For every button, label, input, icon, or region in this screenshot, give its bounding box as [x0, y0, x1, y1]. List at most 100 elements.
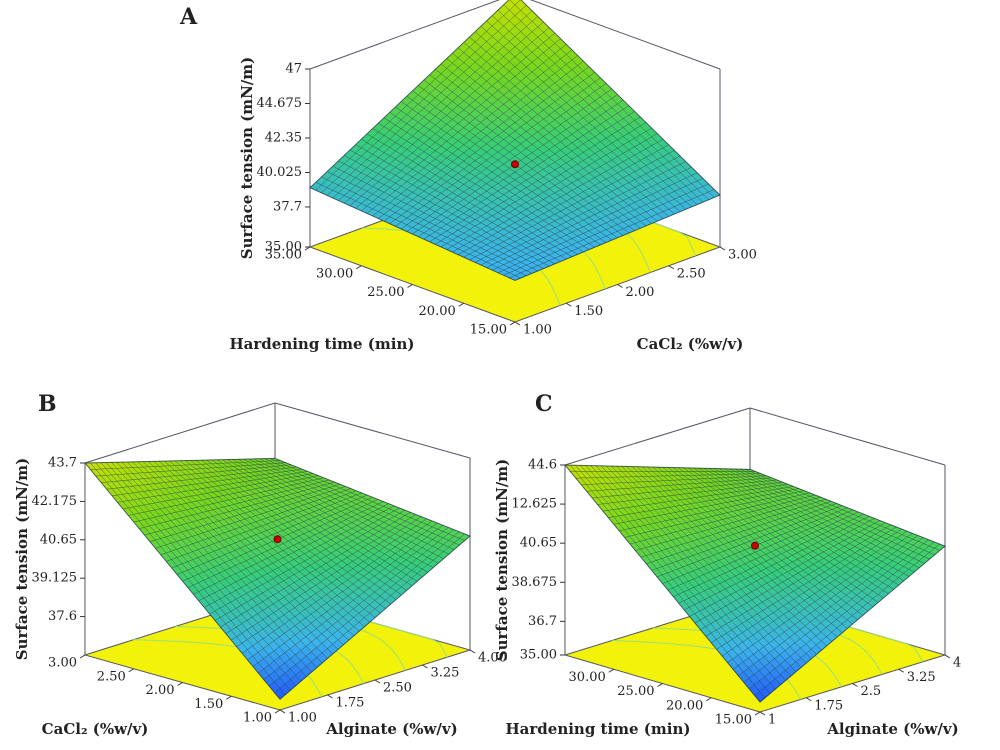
- box-edge: [84, 402, 276, 464]
- x-tick-label: 1.50: [194, 697, 223, 712]
- y-tick-label: 1.00: [523, 323, 552, 338]
- x-tick: [79, 654, 86, 659]
- x-tick: [274, 709, 281, 714]
- x-tick-label: 2.00: [146, 683, 175, 698]
- surface: [564, 464, 946, 703]
- y-tick: [852, 683, 858, 687]
- y-tick: [374, 679, 381, 684]
- z-tick-label: 44.6: [528, 458, 557, 473]
- x-tick: [225, 695, 232, 700]
- surface: [84, 458, 471, 700]
- y-tick-label: 1.75: [336, 696, 365, 711]
- surface: [309, 0, 721, 281]
- z-tick-label: 42.35: [265, 130, 302, 145]
- z-tick-label: 12.625: [512, 497, 558, 512]
- x-tick: [458, 302, 465, 307]
- x-tick: [177, 682, 183, 686]
- z-tick-label: 38.675: [512, 575, 558, 590]
- x-tick: [355, 265, 362, 270]
- box-edge: [529, 0, 721, 70]
- x-tick: [657, 683, 663, 687]
- z-tick-label: 42.175: [32, 494, 78, 509]
- y-tick-label: 3.25: [907, 670, 936, 685]
- y-tick: [898, 668, 905, 673]
- panel-label: C: [535, 391, 553, 417]
- y-tick-label: 1.00: [288, 711, 317, 726]
- x-tick-label: 30.00: [316, 266, 353, 281]
- y-tick: [565, 302, 572, 307]
- surface-outline: [309, 0, 721, 282]
- z-tick-label: 40.025: [257, 165, 303, 180]
- y-tick-label: 2.5: [861, 684, 882, 699]
- panel-label: B: [38, 391, 57, 417]
- x-tick-label: 35.00: [265, 248, 302, 263]
- surface-outline: [83, 457, 471, 701]
- y-tick: [422, 664, 428, 669]
- x-tick-label: 25.00: [367, 285, 404, 300]
- y-axis-label: Alginate (%w/v): [826, 720, 958, 738]
- y-tick: [327, 694, 333, 699]
- y-tick-label: 4: [953, 656, 961, 671]
- x-tick: [754, 711, 761, 716]
- x-tick: [705, 697, 712, 702]
- y-tick-label: 2.50: [677, 266, 706, 281]
- y-tick: [759, 711, 766, 716]
- x-tick: [304, 246, 311, 251]
- x-tick-label: 20.00: [666, 698, 703, 713]
- x-axis-label: Hardening time (min): [506, 720, 691, 738]
- box-edge: [274, 402, 471, 459]
- x-tick-label: 1.00: [243, 711, 272, 726]
- x-tick: [608, 668, 615, 673]
- y-tick: [805, 697, 812, 702]
- y-tick-label: 1.75: [814, 698, 843, 713]
- y-tick-label: 2.00: [626, 285, 655, 300]
- z-tick-label: 43.7: [48, 456, 77, 471]
- z-tick-label: 40.65: [40, 532, 77, 547]
- z-axis-label: Surface tension (mN/m): [238, 57, 256, 260]
- y-tick: [469, 649, 476, 654]
- center-point: [751, 541, 759, 550]
- x-tick-label: 25.00: [617, 684, 654, 699]
- y-tick-label: 2.50: [383, 681, 412, 696]
- x-tick: [407, 284, 413, 288]
- z-tick-label: 40.65: [520, 536, 557, 551]
- z-tick-label: 35.00: [520, 648, 557, 663]
- z-axis-label: Surface tension (mN/m): [493, 459, 511, 662]
- z-tick-label: 47: [285, 62, 302, 77]
- x-tick-label: 3.00: [48, 656, 77, 671]
- z-tick-label: 36.7: [528, 614, 557, 629]
- x-axis-label: CaCl₂ (%w/v): [42, 720, 149, 738]
- box-edge: [749, 407, 946, 466]
- surface-outline: [563, 464, 946, 703]
- y-axis-label: Alginate (%w/v): [325, 720, 457, 738]
- y-tick: [668, 265, 675, 270]
- z-tick-label: 37.7: [273, 199, 302, 214]
- z-tick-label: 44.675: [257, 96, 303, 111]
- x-tick: [128, 668, 135, 673]
- y-tick: [617, 284, 623, 288]
- y-axis-label: CaCl₂ (%w/v): [637, 335, 744, 353]
- y-tick: [279, 709, 286, 714]
- z-tick-label: 37.6: [48, 609, 77, 624]
- y-tick: [719, 246, 726, 251]
- x-tick-label: 15.00: [470, 323, 507, 338]
- x-tick-label: 20.00: [419, 304, 456, 319]
- y-tick-label: 4.00: [478, 651, 507, 666]
- x-tick-label: 30.00: [569, 670, 606, 685]
- panel-label: A: [179, 4, 198, 30]
- x-tick: [509, 321, 516, 326]
- center-point: [511, 160, 519, 169]
- y-tick-label: 1: [768, 713, 776, 728]
- z-tick-label: 35.00: [265, 240, 302, 255]
- z-axis-label: Surface tension (mN/m): [13, 458, 31, 661]
- box-edge: [564, 407, 751, 466]
- y-tick-label: 1.50: [574, 304, 603, 319]
- y-tick: [944, 654, 951, 659]
- y-tick-label: 3.00: [728, 248, 757, 263]
- box-edge: [309, 0, 501, 70]
- x-tick-label: 2.50: [97, 669, 126, 684]
- y-tick: [514, 321, 521, 326]
- x-tick-label: 15.00: [715, 713, 752, 728]
- center-point: [273, 535, 282, 544]
